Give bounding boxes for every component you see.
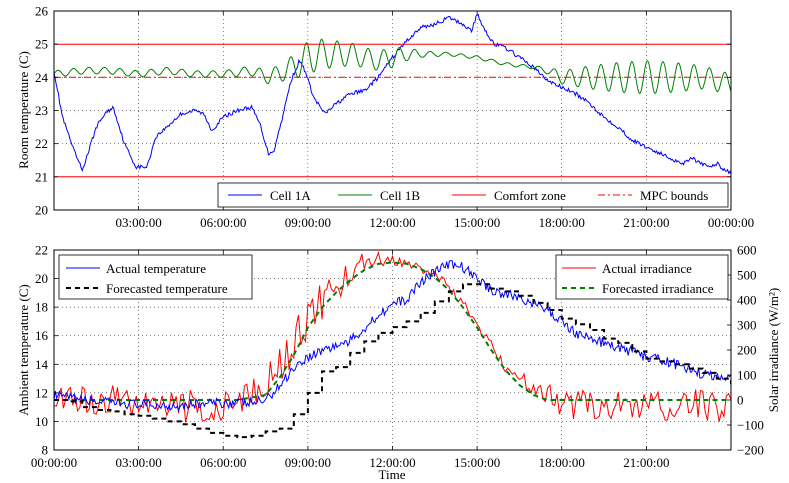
legend-label-cell-1b: Cell 1B — [380, 188, 420, 203]
legend-label-actual-temperature: Actual temperature — [106, 261, 206, 276]
room-chart-y-label: Room temperature (C) — [16, 51, 31, 169]
y-tick-label: 12 — [35, 385, 48, 400]
x-tick-label: 09:00:00 — [285, 455, 331, 470]
y-tick-label: 22 — [35, 243, 48, 258]
y2-tick-label: 500 — [737, 268, 757, 283]
ambient-chart-legend-right: Actual irradiance Forecasted irradiance — [555, 254, 729, 300]
legend-label-mpc-bounds: MPC bounds — [640, 188, 708, 203]
room-chart-y-ticks: 20 21 22 23 24 25 26 — [35, 4, 731, 218]
forecasted-irradiance-line — [54, 261, 731, 401]
y-tick-label: 26 — [35, 4, 49, 19]
y-tick-label: 8 — [42, 443, 49, 458]
x-tick-label: 12:00:00 — [369, 455, 415, 470]
y-tick-label: 25 — [35, 37, 48, 52]
y-tick-label: 20 — [35, 203, 48, 218]
ambient-legend-left-box — [58, 254, 253, 300]
legend-label-actual-irradiance: Actual irradiance — [602, 261, 692, 276]
x-tick-label: 18:00:00 — [539, 215, 585, 230]
y2-tick-label: 600 — [737, 243, 757, 258]
ambient-chart-y-label: Ambient temperature (C) — [16, 284, 31, 415]
x-tick-label: 03:00:00 — [116, 455, 162, 470]
x-tick-label: 09:00:00 — [285, 215, 331, 230]
legend-label-comfort-zone: Comfort zone — [494, 188, 566, 203]
actual-temperature-line — [54, 260, 731, 412]
ambient-chart-y2-ticks: −200 −100 0 100 200 300 400 500 600 — [727, 243, 764, 458]
ambient-chart-series — [54, 250, 731, 439]
y-tick-label: 14 — [35, 357, 49, 372]
x-tick-label: 06:00:00 — [200, 215, 246, 230]
y-tick-label: 24 — [35, 70, 49, 85]
y-tick-label: 16 — [35, 328, 49, 343]
y2-tick-label: 100 — [737, 368, 757, 383]
cell-1a-line — [54, 13, 731, 175]
y2-tick-label: −100 — [737, 418, 764, 433]
ambient-chart-legend-left: Actual temperature Forecasted temperatur… — [58, 254, 253, 300]
cell-1b-line — [54, 38, 731, 95]
room-chart-legend: Cell 1A Cell 1B Comfort zone MPC bounds — [217, 182, 729, 208]
y2-tick-label: −200 — [737, 443, 764, 458]
x-tick-label: 00:00:00 — [31, 455, 77, 470]
ambient-legend-right-box — [555, 254, 729, 300]
x-tick-label: 21:00:00 — [623, 455, 669, 470]
legend-label-cell-1a: Cell 1A — [270, 188, 311, 203]
ambient-conditions-chart: 00:00:00 03:00:00 06:00:00 09:00:00 12:00:00… — [16, 243, 781, 483]
room-chart-x-ticks: 03:00:00 06:00:00 09:00:00 12:00:00 15:00:00… — [116, 11, 754, 230]
y2-tick-label: 200 — [737, 343, 757, 358]
legend-label-forecasted-irradiance: Forecasted irradiance — [602, 281, 714, 296]
legend-label-forecasted-temperature: Forecasted temperature — [106, 281, 228, 296]
y-tick-label: 22 — [35, 136, 48, 151]
x-tick-label: 06:00:00 — [200, 455, 246, 470]
x-tick-label: 03:00:00 — [116, 215, 162, 230]
y2-tick-label: 400 — [737, 293, 757, 308]
y2-tick-label: 0 — [737, 393, 744, 408]
x-tick-label: 00:00:00 — [708, 215, 754, 230]
x-tick-label: 15:00:00 — [454, 455, 500, 470]
x-tick-label: 12:00:00 — [369, 215, 415, 230]
y-tick-label: 23 — [35, 103, 48, 118]
x-tick-label: 18:00:00 — [539, 455, 585, 470]
y-tick-label: 20 — [35, 271, 48, 286]
ambient-chart-x-ticks: 00:00:00 03:00:00 06:00:00 09:00:00 12:00:00… — [31, 250, 669, 470]
ambient-chart-x-label: Time — [379, 467, 406, 482]
y-tick-label: 18 — [35, 300, 48, 315]
y-tick-label: 21 — [35, 169, 48, 184]
y-tick-label: 10 — [35, 414, 48, 429]
x-tick-label: 15:00:00 — [454, 215, 500, 230]
ambient-chart-y-ticks: 8 10 12 14 16 18 20 22 — [35, 243, 58, 458]
room-chart-series — [54, 13, 731, 178]
actual-irradiance-line — [54, 250, 731, 423]
x-tick-label: 21:00:00 — [623, 215, 669, 230]
y2-tick-label: 300 — [737, 318, 757, 333]
ambient-chart-y2-label: Solar irradiance (W/m²) — [766, 288, 781, 412]
room-temperature-chart: 03:00:00 06:00:00 09:00:00 12:00:00 15:00:00… — [16, 4, 754, 231]
